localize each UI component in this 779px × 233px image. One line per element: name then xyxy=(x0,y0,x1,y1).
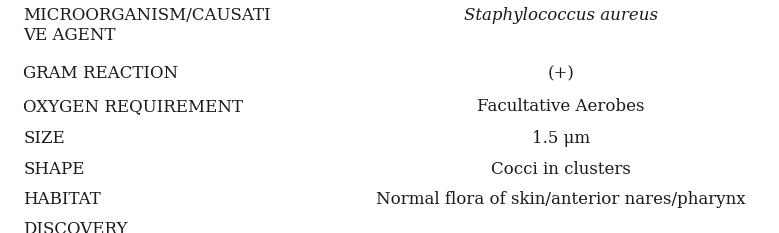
Text: (+): (+) xyxy=(548,65,574,82)
Text: SHAPE: SHAPE xyxy=(23,161,85,178)
Text: MICROORGANISM/CAUSATI
VE AGENT: MICROORGANISM/CAUSATI VE AGENT xyxy=(23,7,271,44)
Text: Facultative Aerobes: Facultative Aerobes xyxy=(477,98,645,115)
Text: Cocci in clusters: Cocci in clusters xyxy=(491,161,631,178)
Text: 1.5 μm: 1.5 μm xyxy=(532,130,590,147)
Text: OXYGEN REQUIREMENT: OXYGEN REQUIREMENT xyxy=(23,98,243,115)
Text: DISCOVERY: DISCOVERY xyxy=(23,221,128,233)
Text: SIZE: SIZE xyxy=(23,130,65,147)
Text: Staphylococcus aureus: Staphylococcus aureus xyxy=(464,7,658,24)
Text: Normal flora of skin/anterior nares/pharynx: Normal flora of skin/anterior nares/phar… xyxy=(376,191,746,208)
Text: HABITAT: HABITAT xyxy=(23,191,101,208)
Text: GRAM REACTION: GRAM REACTION xyxy=(23,65,178,82)
